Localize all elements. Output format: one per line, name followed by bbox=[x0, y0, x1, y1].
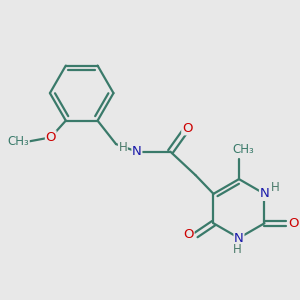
Text: H: H bbox=[233, 243, 242, 256]
Text: O: O bbox=[182, 122, 192, 135]
Text: H: H bbox=[118, 141, 127, 154]
Text: N: N bbox=[234, 232, 244, 244]
Text: H: H bbox=[271, 181, 280, 194]
Text: CH₃: CH₃ bbox=[8, 135, 29, 148]
Text: O: O bbox=[288, 217, 299, 230]
Text: N: N bbox=[260, 187, 269, 200]
Text: CH₃: CH₃ bbox=[232, 143, 254, 156]
Text: O: O bbox=[46, 131, 56, 144]
Text: O: O bbox=[184, 229, 194, 242]
Text: N: N bbox=[132, 145, 142, 158]
